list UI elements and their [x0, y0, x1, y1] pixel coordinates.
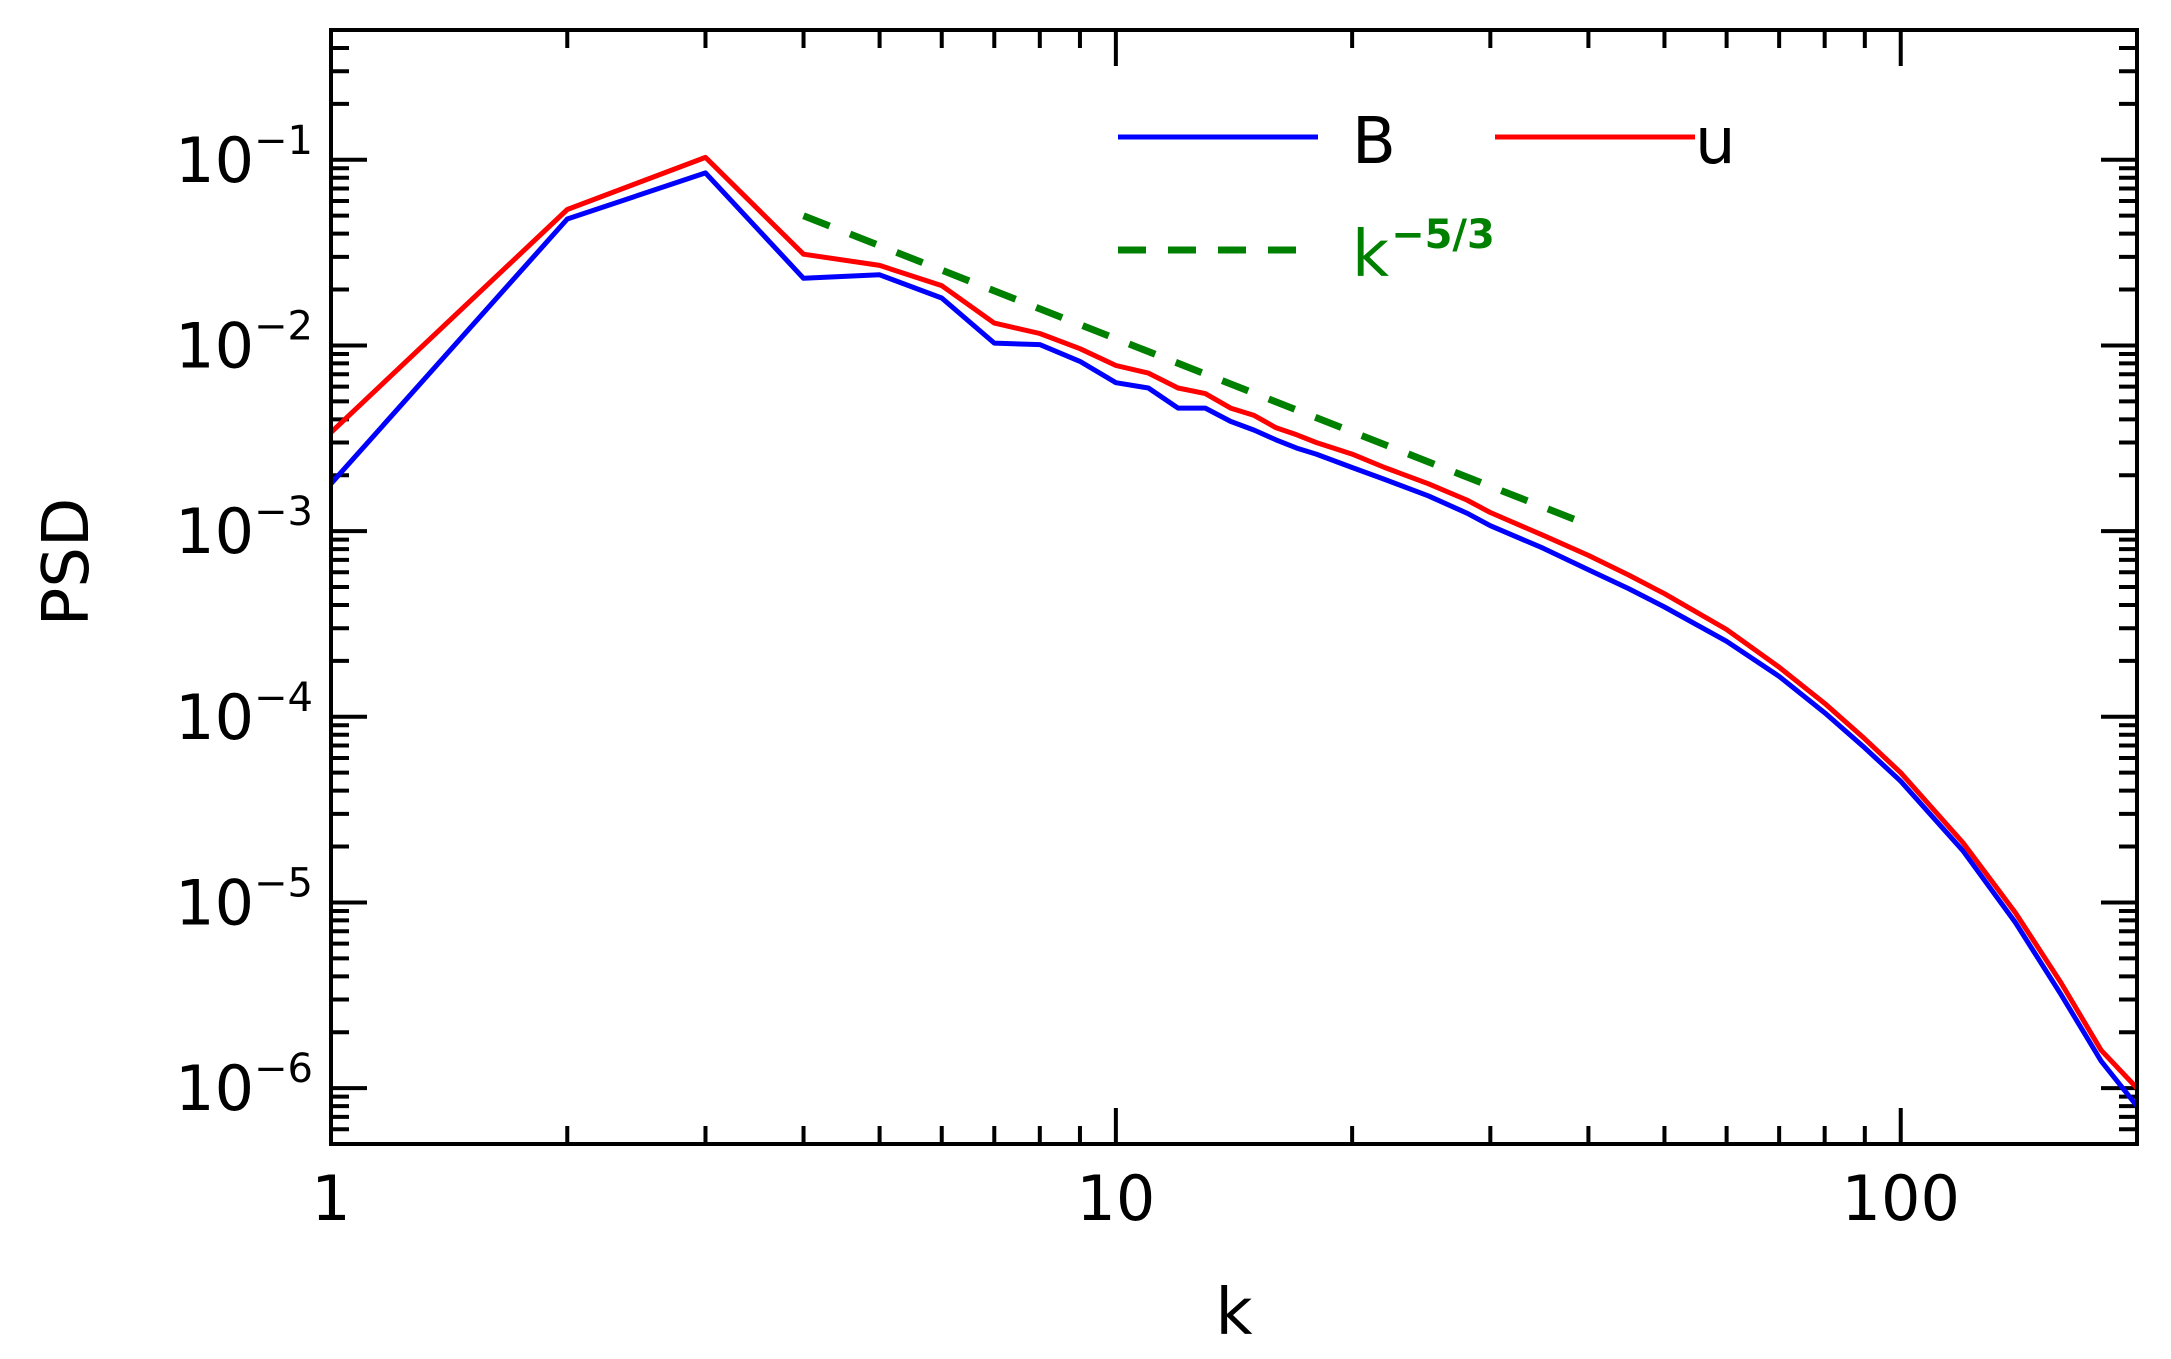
x-tick-label: 10 [1076, 1162, 1155, 1235]
y-axis-label: PSD [30, 498, 104, 627]
series-line-u [329, 154, 2139, 1090]
legend-label-u: u [1695, 105, 1736, 179]
y-tick-label-base: 10 [175, 1052, 254, 1125]
series-line-b [329, 170, 2139, 1108]
y-tick-label: 10−1 [175, 118, 313, 197]
y-tick-label: 10−4 [175, 675, 313, 754]
y-tick-label: 10−6 [175, 1046, 313, 1125]
x-tick-label: 1 [311, 1162, 350, 1235]
plot-series [329, 154, 2139, 1108]
x-axis-label: k [1215, 1276, 1252, 1350]
y-tick-label-exp: −4 [254, 675, 313, 721]
y-tick-label-base: 10 [175, 124, 254, 197]
y-tick-label-base: 10 [175, 309, 254, 382]
y-tick-label-base: 10 [175, 866, 254, 939]
y-tick-label-exp: −5 [254, 860, 313, 906]
y-tick-label-exp: −3 [254, 489, 313, 535]
y-tick-label-exp: −6 [254, 1046, 313, 1092]
legend-label-slope-base: k [1352, 218, 1389, 292]
y-tick-label: 10−5 [175, 860, 313, 939]
legend-label-slope-exp: −5/3 [1391, 212, 1495, 258]
y-axis-title: PSD [30, 498, 104, 627]
legend-label-b: B [1352, 105, 1396, 179]
y-tick-label-base: 10 [175, 495, 254, 568]
y-tick-label: 10−3 [175, 489, 313, 568]
y-tick-label-exp: −1 [254, 118, 313, 164]
y-tick-label: 10−2 [175, 303, 313, 382]
x-tick-label: 100 [1842, 1162, 1960, 1235]
legend-label-slope: k−5/3 [1352, 212, 1495, 292]
legend: B u k−5/3 [1118, 105, 1736, 292]
series-line-k-slope [802, 212, 1590, 529]
plot-frame [329, 28, 2139, 1146]
y-tick-label-base: 10 [175, 681, 254, 754]
y-tick-label-exp: −2 [254, 303, 313, 349]
